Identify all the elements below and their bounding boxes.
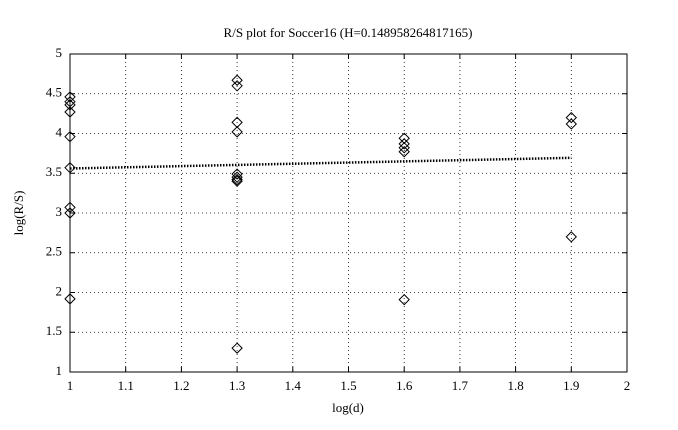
data-point [231,126,243,138]
x-tick-label: 1.7 [452,378,469,393]
data-point [64,161,76,174]
data-point [64,207,76,219]
data-point [565,231,578,243]
x-axis-label: log(d) [332,400,364,415]
y-tick-label: 4.5 [46,85,62,100]
x-tick-label: 1.1 [118,378,134,393]
data-point [231,171,243,183]
x-tick-label: 1.5 [340,378,356,393]
data-point [565,111,578,124]
data-point [398,146,410,158]
data-point [398,138,410,150]
chart-title: R/S plot for Soccer16 (H=0.1489582648171… [224,25,473,40]
data-point [231,173,243,186]
data-point [231,80,243,92]
x-tick-label: 1 [67,378,74,393]
x-tick-label: 1.3 [229,378,245,393]
x-tick-label: 1.8 [507,378,523,393]
data-point [231,342,243,354]
data-point [64,106,76,118]
y-tick-label: 4 [56,124,63,139]
x-tick-label: 1.6 [396,378,413,393]
data-point [398,293,410,306]
data-point [64,201,76,214]
y-tick-label: 3.5 [46,164,62,179]
data-point [565,118,578,130]
data-point [231,168,243,180]
y-tick-label: 5 [56,45,63,60]
data-point [231,175,243,187]
fit-line [69,156,572,170]
x-tick-label: 1.2 [173,378,189,393]
x-tick-label: 1.9 [563,378,579,393]
y-tick-label: 2 [56,283,63,298]
y-axis-label: log(R/S) [11,191,26,236]
y-tick-label: 1 [56,363,63,378]
data-point [64,293,76,305]
x-tick-label: 1.4 [285,378,302,393]
data-point [64,91,76,103]
y-tick-label: 1.5 [46,323,62,338]
plot-frame [69,53,628,373]
x-tick-label: 2 [624,378,631,393]
data-point [64,130,76,143]
data-point [231,74,243,86]
y-tick-label: 3 [56,204,63,219]
data-point [64,99,76,111]
data-point [398,142,410,154]
y-tick-label: 2.5 [46,244,62,259]
